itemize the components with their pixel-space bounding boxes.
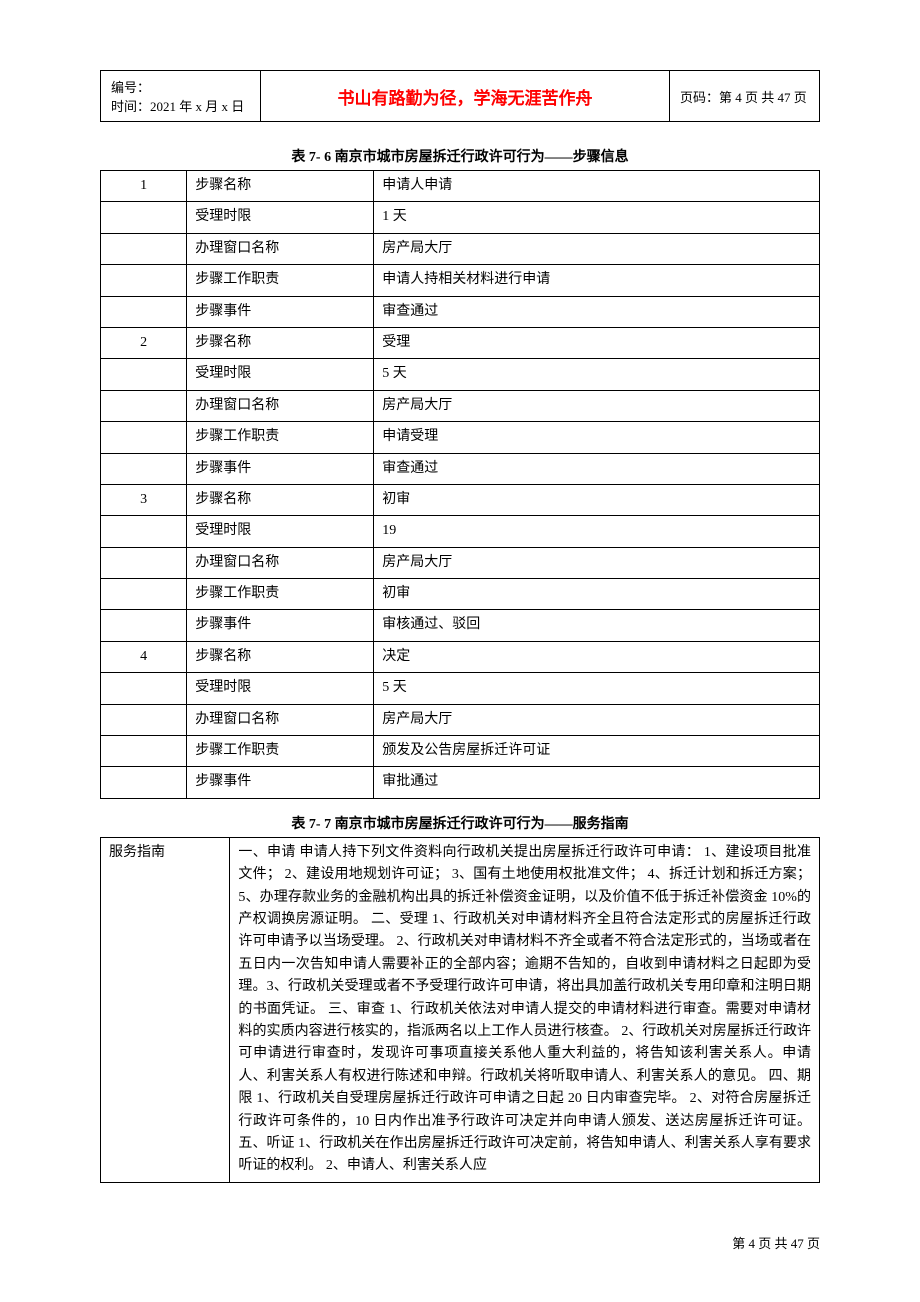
step-number: 2: [101, 327, 187, 358]
step-field-label: 步骤事件: [187, 453, 374, 484]
step-number: [101, 265, 187, 296]
step-number: 4: [101, 641, 187, 672]
step-field-value: 初审: [374, 579, 820, 610]
table-row: 步骤事件审查通过: [101, 296, 820, 327]
step-number: [101, 704, 187, 735]
steps-table: 1步骤名称申请人申请受理时限1 天办理窗口名称房产局大厅步骤工作职责申请人持相关…: [100, 170, 820, 799]
step-number: [101, 422, 187, 453]
step-field-value: 房产局大厅: [374, 390, 820, 421]
step-field-label: 步骤事件: [187, 296, 374, 327]
step-field-label: 步骤事件: [187, 767, 374, 798]
table-row: 4步骤名称决定: [101, 641, 820, 672]
step-number: [101, 359, 187, 390]
step-number: [101, 453, 187, 484]
step-field-label: 受理时限: [187, 516, 374, 547]
step-field-value: 1 天: [374, 202, 820, 233]
step-field-label: 办理窗口名称: [187, 704, 374, 735]
step-number: 3: [101, 484, 187, 515]
step-field-value: 审查通过: [374, 453, 820, 484]
step-number: [101, 202, 187, 233]
table-row: 受理时限1 天: [101, 202, 820, 233]
doc-date: 时间：2021 年 x 月 x 日: [111, 96, 250, 115]
step-field-value: 房产局大厅: [374, 547, 820, 578]
step-field-value: 颁发及公告房屋拆迁许可证: [374, 736, 820, 767]
step-field-label: 步骤工作职责: [187, 736, 374, 767]
step-field-label: 办理窗口名称: [187, 547, 374, 578]
step-field-label: 步骤工作职责: [187, 422, 374, 453]
step-field-label: 步骤工作职责: [187, 265, 374, 296]
table-row: 受理时限19: [101, 516, 820, 547]
table-row: 办理窗口名称房产局大厅: [101, 547, 820, 578]
step-field-value: 房产局大厅: [374, 704, 820, 735]
step-number: [101, 516, 187, 547]
header-motto: 书山有路勤为径，学海无涯苦作舟: [261, 71, 669, 121]
step-field-value: 初审: [374, 484, 820, 515]
step-field-value: 审查通过: [374, 296, 820, 327]
guide-row: 服务指南 一、申请 申请人持下列文件资料向行政机关提出房屋拆迁行政许可申请： 1…: [101, 837, 820, 1182]
table-row: 1步骤名称申请人申请: [101, 171, 820, 202]
guide-label: 服务指南: [101, 837, 230, 1182]
guide-table: 服务指南 一、申请 申请人持下列文件资料向行政机关提出房屋拆迁行政许可申请： 1…: [100, 837, 820, 1183]
step-field-label: 步骤名称: [187, 327, 374, 358]
table1-caption: 表 7- 6 南京市城市房屋拆迁行政许可行为——步骤信息: [100, 146, 820, 166]
step-number: [101, 610, 187, 641]
table-row: 2步骤名称受理: [101, 327, 820, 358]
step-field-label: 办理窗口名称: [187, 233, 374, 264]
table-row: 3步骤名称初审: [101, 484, 820, 515]
step-field-value: 审批通过: [374, 767, 820, 798]
step-number: 1: [101, 171, 187, 202]
header-left: 编号： 时间：2021 年 x 月 x 日: [101, 71, 261, 121]
step-number: [101, 673, 187, 704]
step-field-value: 审核通过、驳回: [374, 610, 820, 641]
step-field-label: 办理窗口名称: [187, 390, 374, 421]
guide-content: 一、申请 申请人持下列文件资料向行政机关提出房屋拆迁行政许可申请： 1、建设项目…: [230, 837, 820, 1182]
step-field-label: 受理时限: [187, 673, 374, 704]
table-row: 受理时限5 天: [101, 673, 820, 704]
step-field-label: 步骤名称: [187, 171, 374, 202]
step-field-label: 受理时限: [187, 202, 374, 233]
table-row: 办理窗口名称房产局大厅: [101, 390, 820, 421]
table-row: 步骤工作职责颁发及公告房屋拆迁许可证: [101, 736, 820, 767]
step-number: [101, 296, 187, 327]
step-field-label: 受理时限: [187, 359, 374, 390]
step-field-value: 19: [374, 516, 820, 547]
step-number: [101, 233, 187, 264]
step-field-value: 受理: [374, 327, 820, 358]
step-number: [101, 736, 187, 767]
step-field-label: 步骤事件: [187, 610, 374, 641]
step-field-value: 房产局大厅: [374, 233, 820, 264]
step-field-label: 步骤名称: [187, 641, 374, 672]
table-row: 步骤工作职责初审: [101, 579, 820, 610]
step-field-value: 申请人申请: [374, 171, 820, 202]
step-number: [101, 390, 187, 421]
table-row: 步骤事件审核通过、驳回: [101, 610, 820, 641]
step-field-value: 决定: [374, 641, 820, 672]
step-number: [101, 767, 187, 798]
table-row: 步骤工作职责申请人持相关材料进行申请: [101, 265, 820, 296]
table-row: 受理时限5 天: [101, 359, 820, 390]
table-row: 办理窗口名称房产局大厅: [101, 233, 820, 264]
table-row: 办理窗口名称房产局大厅: [101, 704, 820, 735]
step-field-value: 5 天: [374, 673, 820, 704]
step-number: [101, 579, 187, 610]
step-field-value: 申请人持相关材料进行申请: [374, 265, 820, 296]
step-field-value: 申请受理: [374, 422, 820, 453]
table-row: 步骤工作职责申请受理: [101, 422, 820, 453]
header-page: 页码：第 4 页 共 47 页: [669, 71, 819, 121]
table-row: 步骤事件审批通过: [101, 767, 820, 798]
table-row: 步骤事件审查通过: [101, 453, 820, 484]
step-field-label: 步骤名称: [187, 484, 374, 515]
header-box: 编号： 时间：2021 年 x 月 x 日 书山有路勤为径，学海无涯苦作舟 页码…: [100, 70, 820, 122]
table2-caption: 表 7- 7 南京市城市房屋拆迁行政许可行为——服务指南: [100, 813, 820, 833]
step-field-label: 步骤工作职责: [187, 579, 374, 610]
doc-id: 编号：: [111, 77, 250, 96]
page-footer: 第 4 页 共 47 页: [732, 1233, 820, 1252]
step-number: [101, 547, 187, 578]
step-field-value: 5 天: [374, 359, 820, 390]
